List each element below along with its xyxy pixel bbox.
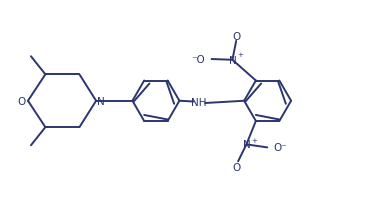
Text: N: N [228,55,236,65]
Text: NH: NH [192,98,207,108]
Text: O: O [232,31,240,41]
Text: ⁻O: ⁻O [192,55,206,65]
Text: O: O [18,96,26,106]
Text: O: O [232,162,240,172]
Text: +: + [252,137,258,143]
Text: +: + [238,51,244,58]
Text: O⁻: O⁻ [273,143,287,153]
Text: N: N [242,140,250,150]
Text: N: N [97,96,105,106]
